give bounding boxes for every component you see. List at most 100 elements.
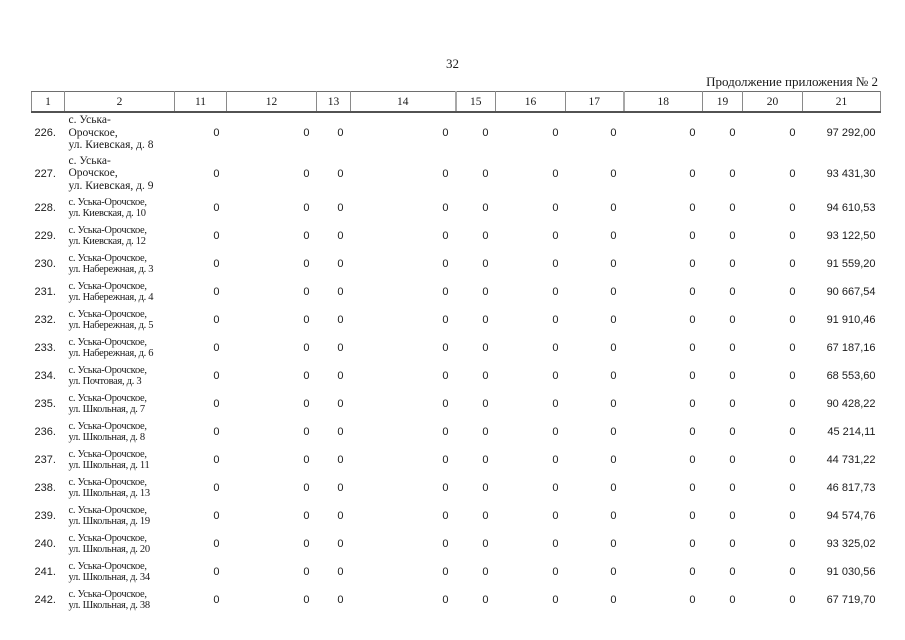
row-value-col-12: 0 [303, 566, 310, 578]
address-line: ул. Школьная, д. 8 [68, 432, 146, 443]
row-total: 94 574,76 [826, 510, 876, 522]
row-value-col-13: 0 [337, 258, 344, 270]
row-value-col-18: 0 [689, 510, 696, 522]
row-number: 234. [34, 370, 56, 382]
row-value-col-17: 0 [610, 510, 617, 522]
table-row: 236. с. Уська-Орочское, ул. Школьная, д. 8… [32, 418, 881, 446]
row-value-col-17: 0 [610, 230, 617, 242]
row-value-col-19: 0 [729, 314, 736, 326]
row-value-col-19: 0 [729, 167, 736, 180]
row-value-col-17: 0 [610, 314, 617, 326]
row-value-col-20: 0 [789, 286, 796, 298]
row-value-col-11: 0 [213, 566, 220, 578]
row-value-col-16: 0 [552, 454, 559, 466]
row-address: с. Уська-Орочское, ул. Школьная, д. 8 [65, 418, 175, 446]
row-value-col-19: 0 [729, 370, 736, 382]
row-address: с. Уська-Орочское, ул. Почтовая, д. 3 [65, 362, 175, 390]
row-value-col-13: 0 [337, 594, 344, 606]
row-value-col-15: 0 [482, 127, 489, 139]
row-value-col-14: 0 [442, 594, 449, 606]
row-value-col-15: 0 [482, 202, 489, 214]
row-value-col-16: 0 [552, 426, 559, 438]
column-header-12: 12 [226, 91, 317, 113]
row-value-col-13: 0 [337, 510, 344, 522]
row-value-col-13: 0 [337, 454, 344, 466]
row-value-col-13: 0 [337, 566, 344, 578]
row-total: 91 559,20 [826, 258, 876, 270]
address-line: ул. Школьная, д. 34 [68, 572, 151, 583]
table-row: 226. с. Уська- Орочское, ул. Киевская, д. 8… [32, 112, 881, 153]
row-address: с. Уська-Орочское, ул. Школьная, д. 7 [65, 390, 175, 418]
row-total: 93 325,02 [826, 538, 876, 550]
row-value-col-19: 0 [729, 566, 736, 578]
continuation-note: Продолжение приложения № 2 [706, 74, 878, 89]
row-number: 239. [34, 510, 56, 522]
row-value-col-16: 0 [552, 230, 559, 242]
row-value-col-12: 0 [303, 167, 310, 180]
address-line: с. Уська-Орочское, [68, 336, 148, 348]
row-value-col-11: 0 [213, 202, 220, 214]
row-value-col-17: 0 [610, 370, 617, 382]
row-value-col-13: 0 [337, 314, 344, 326]
row-value-col-19: 0 [729, 510, 736, 522]
row-value-col-18: 0 [689, 538, 696, 550]
row-value-col-11: 0 [213, 510, 220, 522]
row-value-col-15: 0 [482, 258, 489, 270]
row-value-col-13: 0 [337, 426, 344, 438]
row-value-col-14: 0 [442, 342, 449, 354]
row-value-col-19: 0 [729, 258, 736, 270]
column-header-20: 20 [742, 91, 803, 113]
row-value-col-16: 0 [552, 342, 559, 354]
row-total: 97 292,00 [826, 127, 876, 139]
row-address: с. Уська- Орочское, ул. Киевская, д. 9 [65, 153, 175, 194]
row-number: 226. [34, 127, 56, 139]
row-number: 232. [34, 314, 56, 326]
row-value-col-17: 0 [610, 398, 617, 410]
row-value-col-16: 0 [552, 286, 559, 298]
address-line: ул. Школьная, д. 20 [68, 544, 151, 555]
row-value-col-11: 0 [213, 454, 220, 466]
row-value-col-17: 0 [610, 342, 617, 354]
row-address: с. Уська-Орочское, ул. Школьная, д. 19 [65, 502, 175, 530]
address-line: с. Уська-Орочское, [68, 504, 148, 516]
row-value-col-12: 0 [303, 127, 310, 139]
row-value-col-11: 0 [213, 426, 220, 438]
row-value-col-11: 0 [213, 127, 220, 139]
table-row: 238. с. Уська-Орочское, ул. Школьная, д. 1… [32, 474, 881, 502]
row-value-col-14: 0 [442, 482, 449, 494]
column-header-1: 1 [31, 91, 65, 113]
row-value-col-17: 0 [610, 426, 617, 438]
column-header-13: 13 [316, 91, 351, 113]
row-value-col-19: 0 [729, 538, 736, 550]
address-line: ул. Киевская, д. 12 [68, 236, 147, 247]
row-total: 93 431,30 [826, 167, 876, 180]
row-value-col-18: 0 [689, 258, 696, 270]
row-number: 230. [34, 258, 56, 270]
row-value-col-19: 0 [729, 398, 736, 410]
row-value-col-17: 0 [610, 566, 617, 578]
table-row: 237. с. Уська-Орочское, ул. Школьная, д. 1… [32, 446, 881, 474]
row-value-col-20: 0 [789, 202, 796, 214]
row-total: 91 030,56 [826, 566, 876, 578]
row-value-col-14: 0 [442, 167, 449, 180]
row-value-col-11: 0 [213, 482, 220, 494]
row-value-col-14: 0 [442, 258, 449, 270]
address-line: с. Уська-Орочское, [68, 252, 148, 264]
row-address: с. Уська- Орочское, ул. Киевская, д. 8 [65, 112, 175, 153]
row-address: с. Уська-Орочское, ул. Набережная, д. 3 [65, 250, 175, 278]
row-value-col-20: 0 [789, 594, 796, 606]
row-value-col-11: 0 [213, 314, 220, 326]
row-value-col-11: 0 [213, 258, 220, 270]
row-value-col-13: 0 [337, 202, 344, 214]
row-value-col-12: 0 [303, 286, 310, 298]
row-value-col-20: 0 [789, 538, 796, 550]
row-address: с. Уська-Орочское, ул. Школьная, д. 11 [65, 446, 175, 474]
row-value-col-17: 0 [610, 538, 617, 550]
row-value-col-14: 0 [442, 202, 449, 214]
table-row: 231. с. Уська-Орочское, ул. Набережная, д.… [32, 278, 881, 306]
row-total: 91 910,46 [826, 314, 876, 326]
row-address: с. Уська-Орочское, ул. Киевская, д. 12 [65, 222, 175, 250]
row-number: 233. [34, 342, 56, 354]
row-number: 228. [34, 202, 56, 214]
column-header-11: 11 [174, 91, 227, 113]
